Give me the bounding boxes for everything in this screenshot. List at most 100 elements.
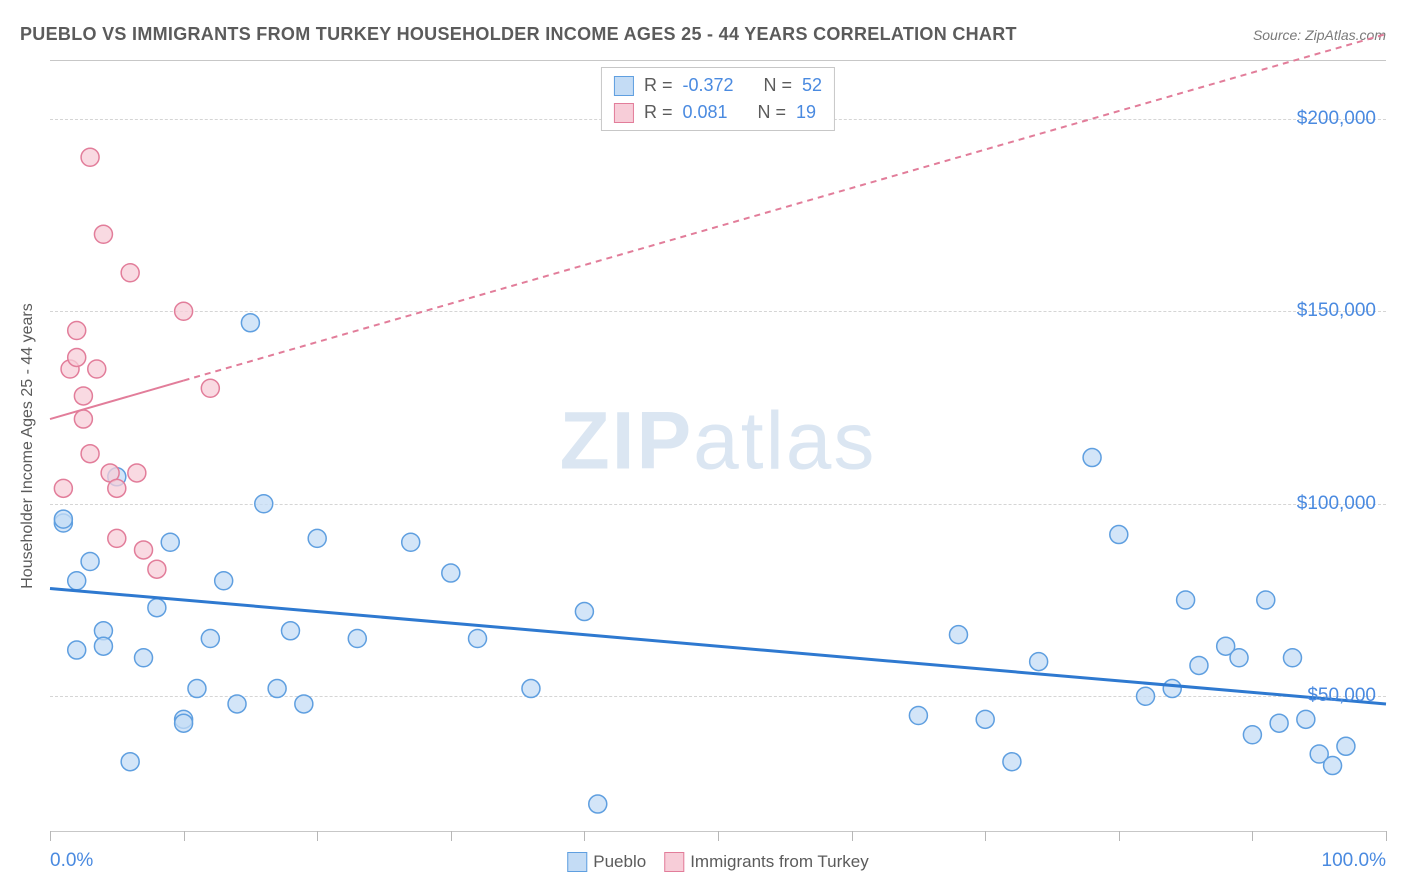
data-point	[175, 714, 193, 732]
data-point	[121, 264, 139, 282]
data-point	[81, 445, 99, 463]
data-point	[348, 630, 366, 648]
data-point	[68, 572, 86, 590]
legend-row-2: R = 0.081 N = 19	[614, 99, 822, 126]
data-point	[108, 529, 126, 547]
data-point	[215, 572, 233, 590]
x-tick	[1252, 831, 1253, 841]
r-label: R =	[644, 99, 673, 126]
data-point	[268, 680, 286, 698]
y-axis-label: Householder Income Ages 25 - 44 years	[19, 303, 37, 589]
x-tick	[852, 831, 853, 841]
x-tick	[317, 831, 318, 841]
legend-swatch-turkey-bottom	[664, 852, 684, 872]
data-point	[1337, 737, 1355, 755]
data-point	[201, 630, 219, 648]
data-point	[201, 379, 219, 397]
data-point	[1324, 757, 1342, 775]
legend-label-turkey: Immigrants from Turkey	[690, 852, 869, 872]
n-label: N =	[764, 72, 793, 99]
y-tick-label: $100,000	[1297, 493, 1376, 515]
data-point	[1083, 449, 1101, 467]
data-point	[255, 495, 273, 513]
data-point	[108, 479, 126, 497]
data-point	[1177, 591, 1195, 609]
y-tick-label: $200,000	[1297, 108, 1376, 130]
data-point	[522, 680, 540, 698]
x-tick	[584, 831, 585, 841]
chart-area: Householder Income Ages 25 - 44 years ZI…	[50, 60, 1386, 832]
data-point	[94, 225, 112, 243]
data-point	[1003, 753, 1021, 771]
data-point	[135, 541, 153, 559]
r-value-pueblo: -0.372	[682, 72, 733, 99]
x-tick	[50, 831, 51, 841]
data-point	[402, 533, 420, 551]
data-point	[128, 464, 146, 482]
data-point	[88, 360, 106, 378]
y-tick-label: $150,000	[1297, 300, 1376, 322]
chart-title: PUEBLO VS IMMIGRANTS FROM TURKEY HOUSEHO…	[20, 24, 1017, 45]
legend-swatch-turkey	[614, 103, 634, 123]
x-tick	[1119, 831, 1120, 841]
data-point	[949, 626, 967, 644]
chart-header: PUEBLO VS IMMIGRANTS FROM TURKEY HOUSEHO…	[20, 24, 1386, 45]
data-point	[295, 695, 313, 713]
data-point	[54, 479, 72, 497]
plot-region: ZIPatlas R = -0.372 N = 52 R = 0.081 N =…	[50, 60, 1386, 832]
x-label-right: 100.0%	[1322, 850, 1386, 872]
data-point	[121, 753, 139, 771]
x-tick	[451, 831, 452, 841]
data-point	[1270, 714, 1288, 732]
data-point	[81, 148, 99, 166]
legend-row-1: R = -0.372 N = 52	[614, 72, 822, 99]
data-point	[175, 302, 193, 320]
x-tick	[985, 831, 986, 841]
data-point	[68, 322, 86, 340]
data-point	[188, 680, 206, 698]
data-point	[1110, 526, 1128, 544]
data-point	[976, 710, 994, 728]
n-value-turkey: 19	[796, 99, 816, 126]
n-value-pueblo: 52	[802, 72, 822, 99]
legend-label-pueblo: Pueblo	[593, 852, 646, 872]
data-point	[1137, 687, 1155, 705]
data-point	[161, 533, 179, 551]
data-point	[1243, 726, 1261, 744]
data-point	[68, 641, 86, 659]
data-point	[1257, 591, 1275, 609]
x-label-left: 0.0%	[50, 850, 93, 872]
n-label: N =	[758, 99, 787, 126]
data-point	[1297, 710, 1315, 728]
data-point	[74, 387, 92, 405]
data-point	[575, 603, 593, 621]
data-point	[1283, 649, 1301, 667]
data-point	[228, 695, 246, 713]
data-point	[442, 564, 460, 582]
data-point	[281, 622, 299, 640]
trend-line	[50, 381, 184, 420]
r-value-turkey: 0.081	[682, 99, 727, 126]
data-point	[81, 553, 99, 571]
data-point	[68, 348, 86, 366]
data-point	[469, 630, 487, 648]
data-point	[148, 560, 166, 578]
legend-item-pueblo: Pueblo	[567, 852, 646, 872]
data-point	[241, 314, 259, 332]
data-point	[308, 529, 326, 547]
x-tick	[184, 831, 185, 841]
r-label: R =	[644, 72, 673, 99]
series-legend: Pueblo Immigrants from Turkey	[567, 852, 868, 872]
data-point	[135, 649, 153, 667]
data-point	[1030, 653, 1048, 671]
data-point	[909, 707, 927, 725]
data-point	[54, 510, 72, 528]
x-tick	[1386, 831, 1387, 841]
legend-item-turkey: Immigrants from Turkey	[664, 852, 869, 872]
data-point	[1230, 649, 1248, 667]
plot-svg	[50, 61, 1386, 831]
data-point	[589, 795, 607, 813]
data-point	[94, 637, 112, 655]
source-label: Source: ZipAtlas.com	[1253, 27, 1386, 43]
legend-swatch-pueblo	[614, 76, 634, 96]
